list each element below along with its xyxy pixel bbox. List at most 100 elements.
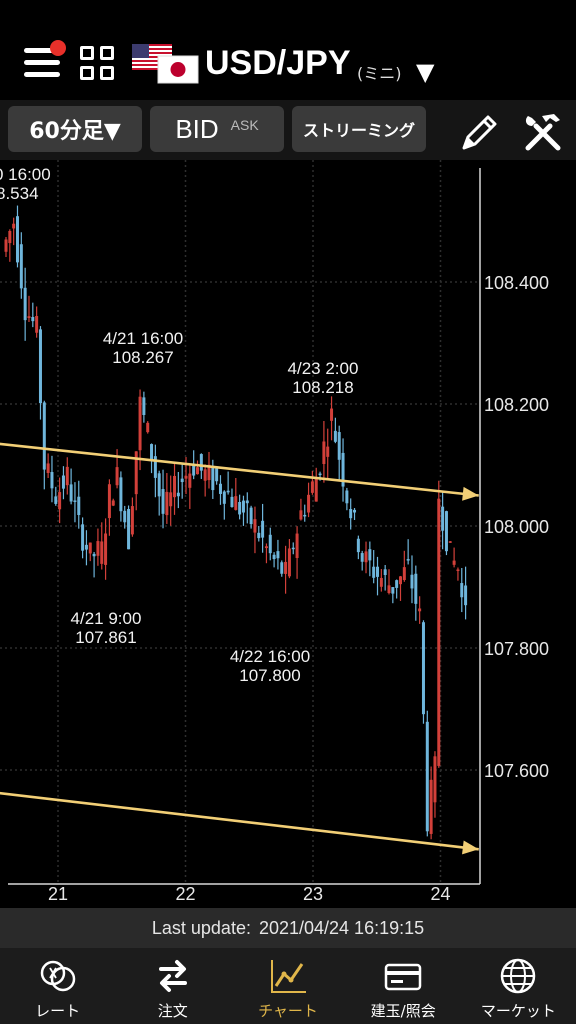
candle-body	[184, 475, 188, 479]
tools-icon[interactable]	[520, 110, 566, 154]
nav-label-order: 注文	[157, 1002, 188, 1020]
candle-body	[215, 468, 219, 482]
candle-body	[264, 546, 268, 549]
candle-body	[188, 473, 192, 488]
candle-body	[322, 441, 326, 465]
nav-item-position[interactable]: 建玉/照会	[346, 948, 461, 1024]
candle-body	[88, 542, 92, 554]
candle-body	[46, 463, 50, 473]
y-tick-label: 107.600	[484, 761, 549, 781]
timeframe-button[interactable]: 60分足▼	[8, 106, 142, 152]
candle-body	[134, 451, 138, 495]
candle-body	[69, 484, 73, 502]
position-icon	[384, 963, 422, 991]
last-update-time: 2021/04/24 16:19:15	[258, 917, 425, 938]
candle-body	[307, 494, 311, 513]
candle-body	[460, 583, 464, 598]
candle-body	[104, 533, 108, 565]
candle-body	[410, 574, 414, 589]
candle-body	[138, 396, 142, 451]
candle-body	[92, 553, 96, 557]
candle-body	[119, 477, 123, 512]
menu-icon[interactable]	[22, 40, 66, 82]
candle-body	[360, 553, 364, 562]
annotation-price: 107.800	[239, 666, 300, 685]
candle-body	[153, 456, 157, 478]
currency-pair-subtitle: (ミニ)	[357, 64, 402, 83]
candle-body	[245, 500, 249, 504]
candle-body	[8, 230, 12, 244]
candle-body	[326, 446, 330, 457]
candle-body	[257, 532, 261, 539]
candle-body	[379, 577, 383, 587]
candle-body	[100, 541, 104, 564]
candle-body	[353, 509, 357, 513]
annotation-date: 4/22 16:00	[230, 647, 310, 666]
candle-body	[192, 464, 196, 476]
candle-body	[402, 567, 406, 581]
order-icon	[158, 960, 187, 992]
candle-body	[268, 534, 272, 554]
candle-body	[441, 506, 445, 531]
candle-body	[349, 509, 353, 519]
pair-dropdown-icon[interactable]: ▼	[416, 58, 435, 86]
nav-label-position: 建玉/照会	[370, 1002, 436, 1020]
candle-body	[27, 316, 31, 318]
nav-label-market: マーケット	[480, 1002, 556, 1020]
bottom-navigation: レート 注文 チャート 建玉/照会 マーケット	[0, 948, 576, 1024]
candle-body	[456, 569, 460, 571]
annotation-date: 4/21 16:00	[103, 329, 183, 348]
candle-body	[165, 491, 169, 516]
candle-body	[395, 580, 399, 588]
candle-body	[222, 491, 226, 504]
nav-item-chart[interactable]: チャート	[230, 948, 345, 1024]
candle-body	[23, 287, 27, 321]
candle-body	[253, 519, 257, 533]
trendline-arrowhead	[462, 840, 479, 855]
nav-item-rate[interactable]: レート	[0, 948, 115, 1024]
candle-body	[42, 402, 46, 470]
candle-body	[81, 524, 85, 551]
candle-body	[234, 496, 238, 510]
candle-body	[406, 559, 410, 561]
candle-body	[398, 576, 402, 585]
candle-body	[96, 541, 100, 556]
x-tick-label: 23	[303, 884, 323, 904]
candle-body	[280, 562, 284, 574]
candle-body	[249, 507, 253, 525]
candle-body	[287, 548, 291, 577]
annotation-price: 108.267	[112, 348, 173, 367]
candle-body	[303, 514, 307, 517]
currency-pair-title[interactable]: USD/JPY	[205, 44, 351, 82]
candle-body	[161, 489, 165, 514]
ask-label: ASK	[230, 117, 259, 133]
nav-item-market[interactable]: マーケット	[461, 948, 576, 1024]
candle-body	[142, 397, 146, 416]
x-tick-label: 22	[175, 884, 195, 904]
market-icon	[501, 958, 536, 994]
nav-label-rate: レート	[35, 1002, 81, 1020]
candle-body	[414, 573, 418, 604]
grid-layout-icon[interactable]	[80, 46, 116, 82]
candle-body	[310, 481, 314, 493]
streaming-button[interactable]: ストリーミング	[292, 106, 426, 152]
candle-body	[150, 444, 154, 461]
candle-body	[452, 560, 456, 565]
candle-body	[207, 464, 211, 481]
annotation-price: 107.861	[75, 628, 136, 647]
candle-body	[123, 510, 127, 523]
candle-body	[433, 756, 437, 803]
candle-body	[65, 466, 69, 486]
candle-body	[203, 469, 207, 481]
candle-body	[77, 496, 81, 516]
pencil-icon[interactable]	[458, 110, 502, 154]
x-tick-label: 24	[430, 884, 450, 904]
candle-body	[448, 541, 452, 543]
bid-ask-toggle[interactable]: BID ASK	[150, 106, 284, 152]
nav-item-order[interactable]: 注文	[115, 948, 230, 1024]
candle-body	[38, 329, 42, 404]
candle-body	[276, 551, 280, 559]
candle-body	[73, 500, 77, 502]
last-update-label: Last update:	[151, 917, 251, 938]
